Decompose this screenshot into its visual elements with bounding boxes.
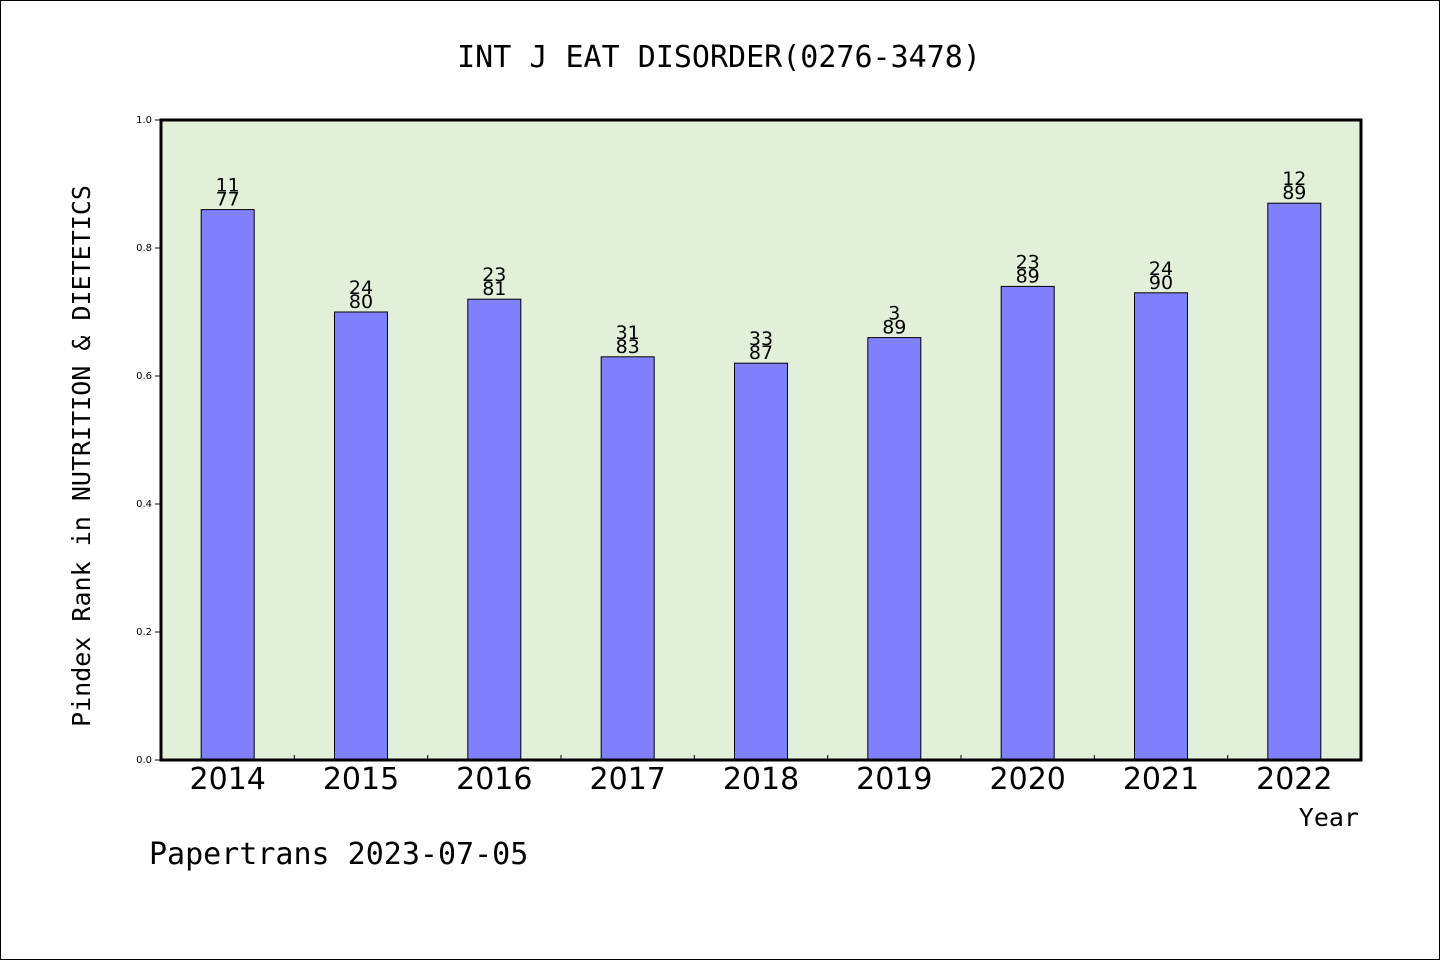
bar-2015 [334, 311, 388, 761]
x-axis-label: Year [1299, 803, 1359, 832]
data-label-bottom-2019: 89 [882, 317, 906, 339]
bar-2022 [1267, 202, 1322, 761]
data-label-top-2018: 33 [749, 328, 773, 350]
data-label-top-2015: 24 [349, 277, 373, 299]
data-label-bottom-2014: 77 [216, 189, 240, 211]
data-label-bottom-2016: 81 [482, 278, 506, 300]
y-tick-label: 0.2 [136, 627, 152, 638]
data-label-top-2016: 23 [482, 264, 506, 286]
y-tick-label: 0.8 [136, 243, 152, 254]
footer-credit: Papertrans 2023-07-05 [149, 837, 528, 872]
y-axis: 0.0 0.2 0.4 0.6 0.8 1.0 [136, 115, 161, 766]
y-tick-label: 0.0 [136, 755, 152, 766]
y-tick-label: 0.4 [136, 499, 152, 510]
plot-border [159, 118, 1363, 762]
y-tick-label: 0.6 [136, 371, 152, 382]
data-label-top-2019: 3 [888, 303, 900, 325]
bar-2021 [1134, 292, 1188, 761]
data-label-top-2014: 11 [216, 175, 240, 197]
x-tick-label-2020: 2020 [990, 762, 1066, 797]
data-label-bottom-2020: 89 [1016, 265, 1040, 287]
data-label-bottom-2017: 83 [616, 336, 640, 358]
bar-2018 [734, 362, 788, 761]
data-label-bottom-2022: 89 [1282, 182, 1306, 204]
bar-2020 [1000, 285, 1055, 761]
data-label-top-2017: 31 [616, 322, 640, 344]
bar-2019 [867, 337, 922, 761]
x-tick-label-2021: 2021 [1123, 762, 1199, 797]
chart-title: INT J EAT DISORDER(0276-3478) [457, 40, 981, 75]
x-tick-label-2018: 2018 [723, 762, 799, 797]
x-tick-label-2019: 2019 [856, 762, 932, 797]
x-tick-label-2016: 2016 [456, 762, 532, 797]
data-label-top-2020: 23 [1016, 251, 1040, 273]
x-tick-label-2017: 2017 [590, 762, 666, 797]
data-label-top-2021: 24 [1149, 258, 1173, 280]
data-label-bottom-2021: 90 [1149, 272, 1173, 294]
y-axis-label: Pindex Rank in NUTRITION & DIETETICS [67, 185, 96, 727]
x-axis: 2014 2015 2016 2017 2018 2019 2020 2021 2022 [190, 755, 1332, 797]
bars-layer [200, 202, 1322, 761]
x-tick-label-2015: 2015 [323, 762, 399, 797]
bar-2017 [600, 356, 655, 761]
data-label-bottom-2018: 87 [749, 342, 773, 364]
bar-2014 [200, 209, 255, 761]
x-tick-label-2022: 2022 [1256, 762, 1332, 797]
y-tick-label: 1.0 [136, 115, 152, 126]
data-label-top-2022: 12 [1282, 168, 1306, 190]
data-label-bottom-2015: 80 [349, 291, 373, 313]
x-tick-label-2014: 2014 [190, 762, 266, 797]
bar-2016 [467, 298, 522, 761]
